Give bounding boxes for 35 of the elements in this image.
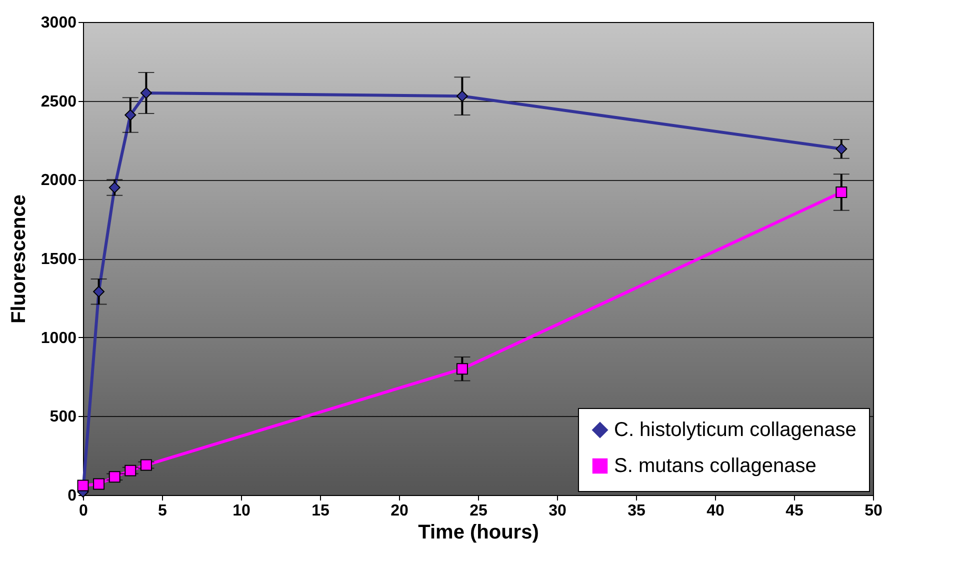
x-tick-label: 30 [548, 502, 566, 520]
x-tick-label: 10 [232, 502, 250, 520]
point [456, 90, 468, 102]
point [836, 186, 848, 198]
x-tick-label: 5 [158, 502, 168, 520]
x-tick-label: 15 [312, 502, 330, 520]
point [124, 464, 136, 476]
x-tick-label: 40 [706, 502, 724, 520]
point [124, 109, 136, 121]
y-tick-label: 1500 [40, 251, 77, 268]
point [93, 478, 105, 490]
y-tick-label: 2000 [40, 172, 77, 190]
point [836, 143, 848, 155]
point [140, 459, 152, 471]
x-tick-label: 50 [864, 502, 882, 520]
point [108, 471, 120, 483]
point [108, 182, 120, 194]
point [77, 480, 89, 492]
legend-label: S. mutans collagenase [614, 455, 816, 477]
point [93, 286, 105, 298]
y-axis-title: Fluorescence [8, 194, 30, 324]
point [456, 363, 468, 375]
x-tick-label: 25 [470, 502, 488, 520]
x-tick-label: 35 [628, 502, 646, 520]
x-tick-label: 45 [786, 502, 804, 520]
y-tick-label: 500 [50, 408, 77, 426]
x-tick-label: 0 [79, 502, 88, 520]
y-tick-label: 0 [68, 488, 77, 504]
y-tick-label: 3000 [40, 14, 77, 32]
legend-label: C. histolyticum collagenase [614, 419, 856, 441]
y-tick-label: 2500 [40, 93, 77, 110]
x-axis-title: Time (hours) [418, 522, 539, 544]
point [140, 87, 152, 99]
x-tick-label: 20 [390, 502, 408, 520]
y-tick-label: 1000 [40, 330, 77, 347]
